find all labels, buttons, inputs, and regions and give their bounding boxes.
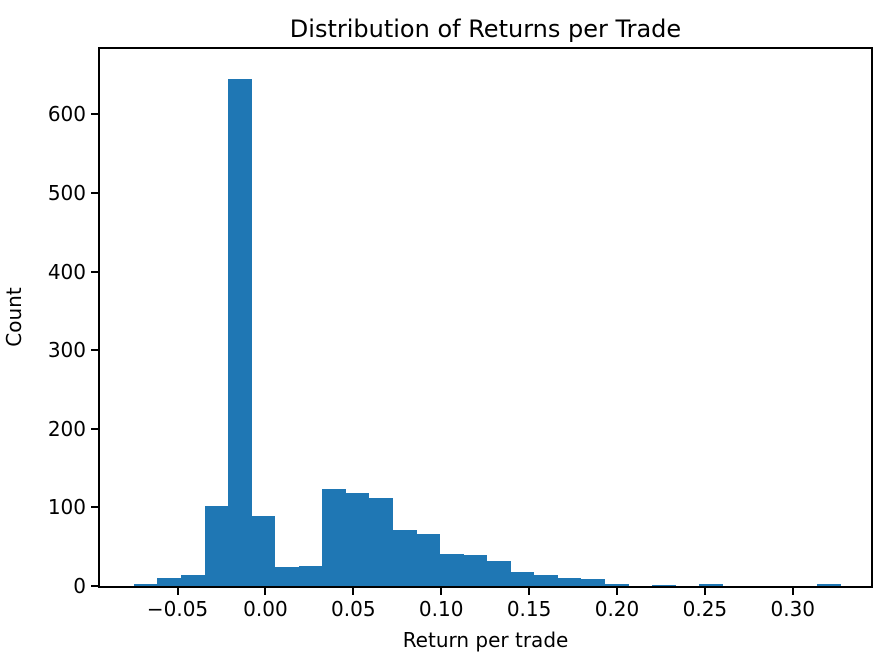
- histogram-bar: [251, 516, 276, 586]
- y-tick-mark: [91, 506, 98, 509]
- x-tick-label: 0.00: [243, 597, 288, 621]
- histogram-bar: [298, 565, 323, 586]
- y-tick-label: 0: [73, 574, 86, 598]
- x-tick-label: 0.15: [506, 597, 552, 621]
- y-tick-mark: [91, 191, 98, 194]
- y-tick-label: 200: [47, 416, 86, 441]
- histogram-bar: [133, 584, 158, 586]
- histogram-bar: [275, 567, 299, 586]
- histogram-bar: [157, 578, 182, 586]
- x-tick-mark: [264, 588, 267, 595]
- x-tick-mark: [352, 588, 355, 595]
- x-tick-mark: [440, 588, 443, 595]
- x-axis-label: Return per trade: [402, 628, 569, 652]
- histogram-bar: [534, 575, 558, 586]
- x-tick-label: 0.20: [594, 597, 640, 621]
- y-tick-mark: [91, 427, 98, 430]
- chart-title: Distribution of Returns per Trade: [289, 15, 682, 43]
- histogram-bar: [440, 553, 464, 586]
- x-tick-label: 0.10: [418, 597, 464, 621]
- histogram-bar: [416, 534, 441, 586]
- x-tick-mark: [615, 588, 618, 595]
- histogram-bar: [652, 585, 676, 586]
- histogram-bar: [369, 497, 394, 586]
- y-tick-mark: [91, 113, 98, 116]
- histogram-bar: [181, 575, 205, 586]
- x-tick-label: 0.05: [331, 597, 376, 621]
- x-tick-label: 0.30: [770, 597, 816, 621]
- y-tick-label: 400: [47, 259, 86, 284]
- histogram-bar: [322, 489, 346, 586]
- histogram-bar: [393, 530, 417, 586]
- y-tick-label: 500: [47, 180, 86, 205]
- histogram-bar: [463, 554, 488, 586]
- y-tick-label: 100: [47, 495, 86, 520]
- histogram-bar: [228, 78, 252, 586]
- x-tick-label: 0.25: [682, 597, 728, 621]
- plot-area: [98, 47, 873, 588]
- histogram-bar: [699, 583, 723, 586]
- y-axis-label: Count: [2, 287, 26, 347]
- y-tick-mark: [91, 270, 98, 273]
- x-tick-mark: [791, 588, 794, 595]
- y-tick-mark: [91, 349, 98, 352]
- histogram-bar: [345, 493, 370, 586]
- histogram-bar: [817, 584, 841, 586]
- x-tick-label: −0.05: [146, 597, 209, 621]
- histogram-bar: [605, 583, 629, 586]
- histogram-bar: [487, 560, 511, 586]
- histogram-bar: [557, 578, 582, 586]
- y-tick-label: 600: [47, 102, 86, 127]
- y-tick-mark: [91, 585, 98, 587]
- histogram-bar: [581, 578, 606, 586]
- x-tick-mark: [176, 588, 179, 595]
- x-tick-mark: [703, 588, 706, 595]
- x-tick-mark: [528, 588, 531, 595]
- y-tick-label: 300: [47, 338, 86, 363]
- histogram-bar: [510, 571, 535, 586]
- histogram-bar: [204, 505, 229, 586]
